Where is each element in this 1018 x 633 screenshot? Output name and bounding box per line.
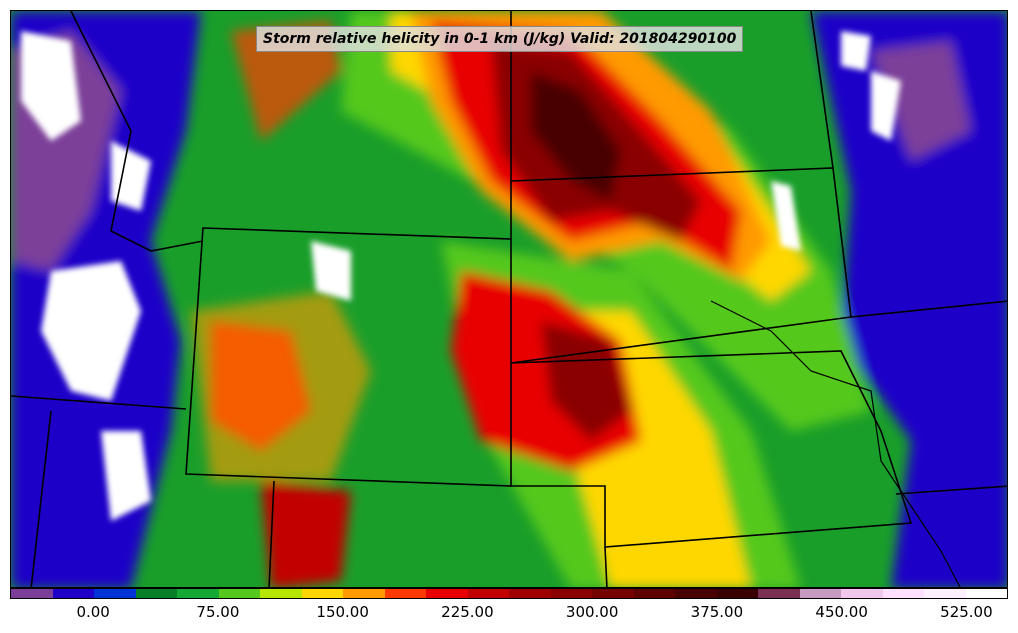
colorbar-swatch <box>633 589 675 598</box>
field-east-blue <box>811 11 1007 587</box>
colorbar-swatch <box>509 589 551 598</box>
colorbar-swatch <box>467 589 509 598</box>
colorbar <box>10 588 1008 599</box>
field-east-purple <box>871 41 971 161</box>
colorbar-swatch <box>135 589 177 598</box>
colorbar-tick-label: 450.00 <box>815 603 868 621</box>
state-boundaries <box>11 11 1007 587</box>
colorbar-swatch <box>94 589 136 598</box>
field-south-darkred <box>541 321 631 441</box>
colorbar-swatch <box>384 589 426 598</box>
colorbar-swatch <box>882 589 924 598</box>
white-patch-ne <box>771 181 801 251</box>
colorbar-tick-label: 525.00 <box>940 603 993 621</box>
field-mtn-orange <box>191 291 371 481</box>
colorbar-tick-label: 0.00 <box>76 603 110 621</box>
colorbar-swatch <box>301 589 343 598</box>
white-patch-west-2 <box>101 431 151 521</box>
border-south-dakota <box>510 167 852 364</box>
border-nd-mn <box>810 11 834 169</box>
colorbar-tick-label: 300.00 <box>565 603 619 621</box>
colorbar-tick-label: 150.00 <box>316 603 369 621</box>
colorbar-swatch <box>592 589 634 598</box>
colorbar-swatch <box>11 589 53 598</box>
colorbar-swatch <box>260 589 302 598</box>
colorbar-swatch <box>218 589 260 598</box>
colorbar-swatch <box>924 589 966 598</box>
border-idaho-montana <box>70 11 204 252</box>
field-mtn-red-2 <box>261 481 351 587</box>
white-patches <box>21 31 901 521</box>
white-patch-west <box>41 261 141 401</box>
colorbar-swatch <box>550 589 592 598</box>
colorbar-swatch <box>675 589 717 598</box>
border-kansas-west <box>604 546 608 587</box>
field-core-darkest <box>531 71 621 201</box>
white-patch-nw <box>21 31 81 141</box>
colorbar-swatch <box>716 589 758 598</box>
colorbar-swatch <box>426 589 468 598</box>
border-colorado-west <box>268 480 275 587</box>
colorbar-swatch <box>799 589 841 598</box>
colorbar-tick-label: 75.00 <box>196 603 240 621</box>
map-frame: Storm relative helicity in 0-1 km (J/kg)… <box>10 10 1008 588</box>
border-nebraska-south <box>510 350 913 548</box>
border-iowa-mn <box>850 300 1007 318</box>
border-utah-north <box>11 395 187 410</box>
colorbar-swatch <box>841 589 883 598</box>
helicity-map <box>11 11 1007 587</box>
colorbar-swatch <box>343 589 385 598</box>
border-missouri-river <box>710 300 961 587</box>
colorbar-ticks: 0.00 75.00 150.00 225.00 300.00 375.00 450.00 5… <box>0 600 1018 630</box>
border-nevada <box>30 410 52 587</box>
colorbar-swatch <box>177 589 219 598</box>
map-title: Storm relative helicity in 0-1 km (J/kg)… <box>256 26 744 52</box>
colorbar-tick-label: 225.00 <box>441 603 494 621</box>
colorbar-tick-label: 375.00 <box>690 603 744 621</box>
colorbar-swatch <box>52 589 94 598</box>
white-patch-ne-3 <box>871 71 901 141</box>
colorbar-swatch <box>758 589 800 598</box>
colorbar-swatch <box>965 589 1007 598</box>
white-patch-ne-2 <box>841 31 871 71</box>
white-patch-nw-2 <box>111 141 151 211</box>
border-mo <box>895 485 1007 495</box>
white-patch-mtn <box>311 241 351 301</box>
